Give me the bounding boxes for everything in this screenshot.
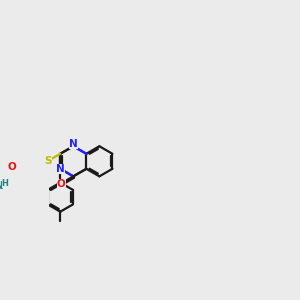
Text: N: N xyxy=(0,181,4,191)
Text: S: S xyxy=(45,156,52,166)
Text: H: H xyxy=(2,179,8,188)
Text: O: O xyxy=(7,162,16,172)
Text: O: O xyxy=(57,179,66,190)
Text: N: N xyxy=(56,164,65,174)
Text: N: N xyxy=(69,139,78,149)
